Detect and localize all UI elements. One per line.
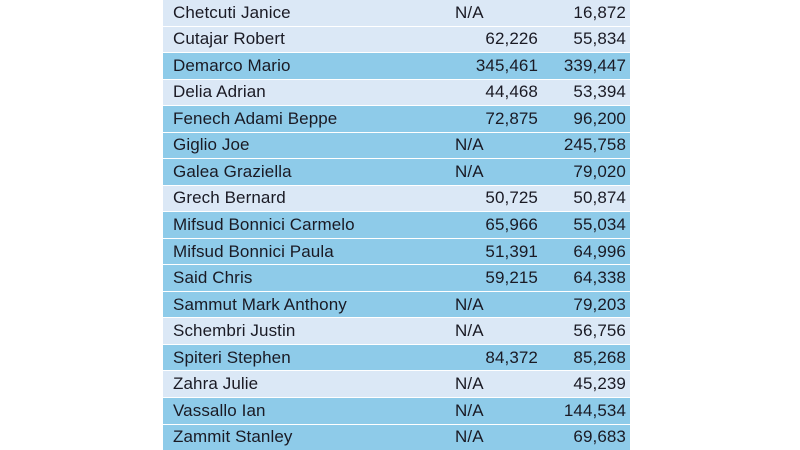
value2-cell[interactable]: 79,020 (573, 161, 626, 181)
table-row: Mifsud Bonnici Carmelo 65,966 55,034 (163, 212, 630, 239)
name-cell[interactable]: Zammit Stanley (173, 427, 293, 447)
value1-cell[interactable]: N/A (455, 427, 484, 447)
value1-cell[interactable]: 44,468 (485, 82, 538, 102)
table-row: Cutajar Robert 62,226 55,834 (163, 26, 630, 54)
value1-cell[interactable]: N/A (455, 400, 484, 420)
value1-cell[interactable]: N/A (455, 321, 484, 341)
name-cell[interactable]: Cutajar Robert (173, 29, 285, 49)
table-row: Demarco Mario 345,461 339,447 (163, 53, 630, 80)
value1-cell[interactable]: 72,875 (485, 108, 538, 128)
name-cell[interactable]: Zahra Julie (173, 374, 259, 394)
name-cell[interactable]: Grech Bernard (173, 188, 286, 208)
value1-cell[interactable]: 59,215 (485, 268, 538, 288)
name-cell[interactable]: Sammut Mark Anthony (173, 294, 347, 314)
value2-cell[interactable]: 79,203 (573, 294, 626, 314)
value2-cell[interactable]: 50,874 (573, 188, 626, 208)
name-cell[interactable]: Giglio Joe (173, 135, 250, 155)
table-row: Chetcuti Janice N/A 16,872 (163, 0, 630, 27)
value1-cell[interactable]: 51,391 (485, 241, 538, 261)
value2-cell[interactable]: 16,872 (573, 2, 626, 22)
name-cell[interactable]: Fenech Adami Beppe (173, 108, 338, 128)
value1-cell[interactable]: N/A (455, 161, 484, 181)
table-row: Grech Bernard 50,725 50,874 (163, 185, 630, 213)
value2-cell[interactable]: 85,268 (573, 347, 626, 367)
value1-cell[interactable]: 84,372 (485, 347, 538, 367)
name-cell[interactable]: Mifsud Bonnici Carmelo (173, 215, 355, 235)
table-row: Delia Adrian 44,468 53,394 (163, 79, 630, 107)
value2-cell[interactable]: 339,447 (563, 55, 626, 75)
table-row: Fenech Adami Beppe 72,875 96,200 (163, 106, 630, 133)
name-cell[interactable]: Schembri Justin (173, 321, 296, 341)
value2-cell[interactable]: 144,534 (563, 400, 626, 420)
table-row: Vassallo Ian N/A 144,534 (163, 397, 630, 425)
value1-cell[interactable]: N/A (455, 2, 484, 22)
value2-cell[interactable]: 64,996 (573, 241, 626, 261)
table-row: Giglio Joe N/A 245,758 (163, 132, 630, 160)
table-row: Said Chris 59,215 64,338 (163, 265, 630, 292)
value1-cell[interactable]: 50,725 (485, 188, 538, 208)
value1-cell[interactable]: N/A (455, 374, 484, 394)
table-row: Schembri Justin N/A 56,756 (163, 318, 630, 345)
value1-cell[interactable]: 345,461 (475, 55, 538, 75)
value2-cell[interactable]: 96,200 (573, 108, 626, 128)
table-row: Zahra Julie N/A 45,239 (163, 371, 630, 398)
name-cell[interactable]: Demarco Mario (173, 55, 291, 75)
value2-cell[interactable]: 45,239 (573, 374, 626, 394)
value1-cell[interactable]: N/A (455, 294, 484, 314)
value2-cell[interactable]: 55,834 (573, 29, 626, 49)
table-row: Spiteri Stephen 84,372 85,268 (163, 344, 630, 372)
name-cell[interactable]: Spiteri Stephen (173, 347, 291, 367)
value2-cell[interactable]: 56,756 (573, 321, 626, 341)
name-cell[interactable]: Galea Graziella (173, 161, 292, 181)
value2-cell[interactable]: 64,338 (573, 268, 626, 288)
value2-cell[interactable]: 245,758 (563, 135, 626, 155)
name-cell[interactable]: Vassallo Ian (173, 400, 266, 420)
name-cell[interactable]: Delia Adrian (173, 82, 266, 102)
name-cell[interactable]: Mifsud Bonnici Paula (173, 241, 334, 261)
value2-cell[interactable]: 55,034 (573, 215, 626, 235)
value1-cell[interactable]: 65,966 (485, 215, 538, 235)
spreadsheet-table: Chetcuti Janice N/A 16,872 Cutajar Rober… (163, 0, 630, 450)
table-row: Galea Graziella N/A 79,020 (163, 159, 630, 186)
table-row: Sammut Mark Anthony N/A 79,203 (163, 291, 630, 319)
value2-cell[interactable]: 69,683 (573, 427, 626, 447)
value1-cell[interactable]: N/A (455, 135, 484, 155)
name-cell[interactable]: Said Chris (173, 268, 253, 288)
value1-cell[interactable]: 62,226 (485, 29, 538, 49)
table-row: Zammit Stanley N/A 69,683 (163, 424, 630, 450)
value2-cell[interactable]: 53,394 (573, 82, 626, 102)
name-cell[interactable]: Chetcuti Janice (173, 2, 291, 22)
table-row: Mifsud Bonnici Paula 51,391 64,996 (163, 238, 630, 266)
